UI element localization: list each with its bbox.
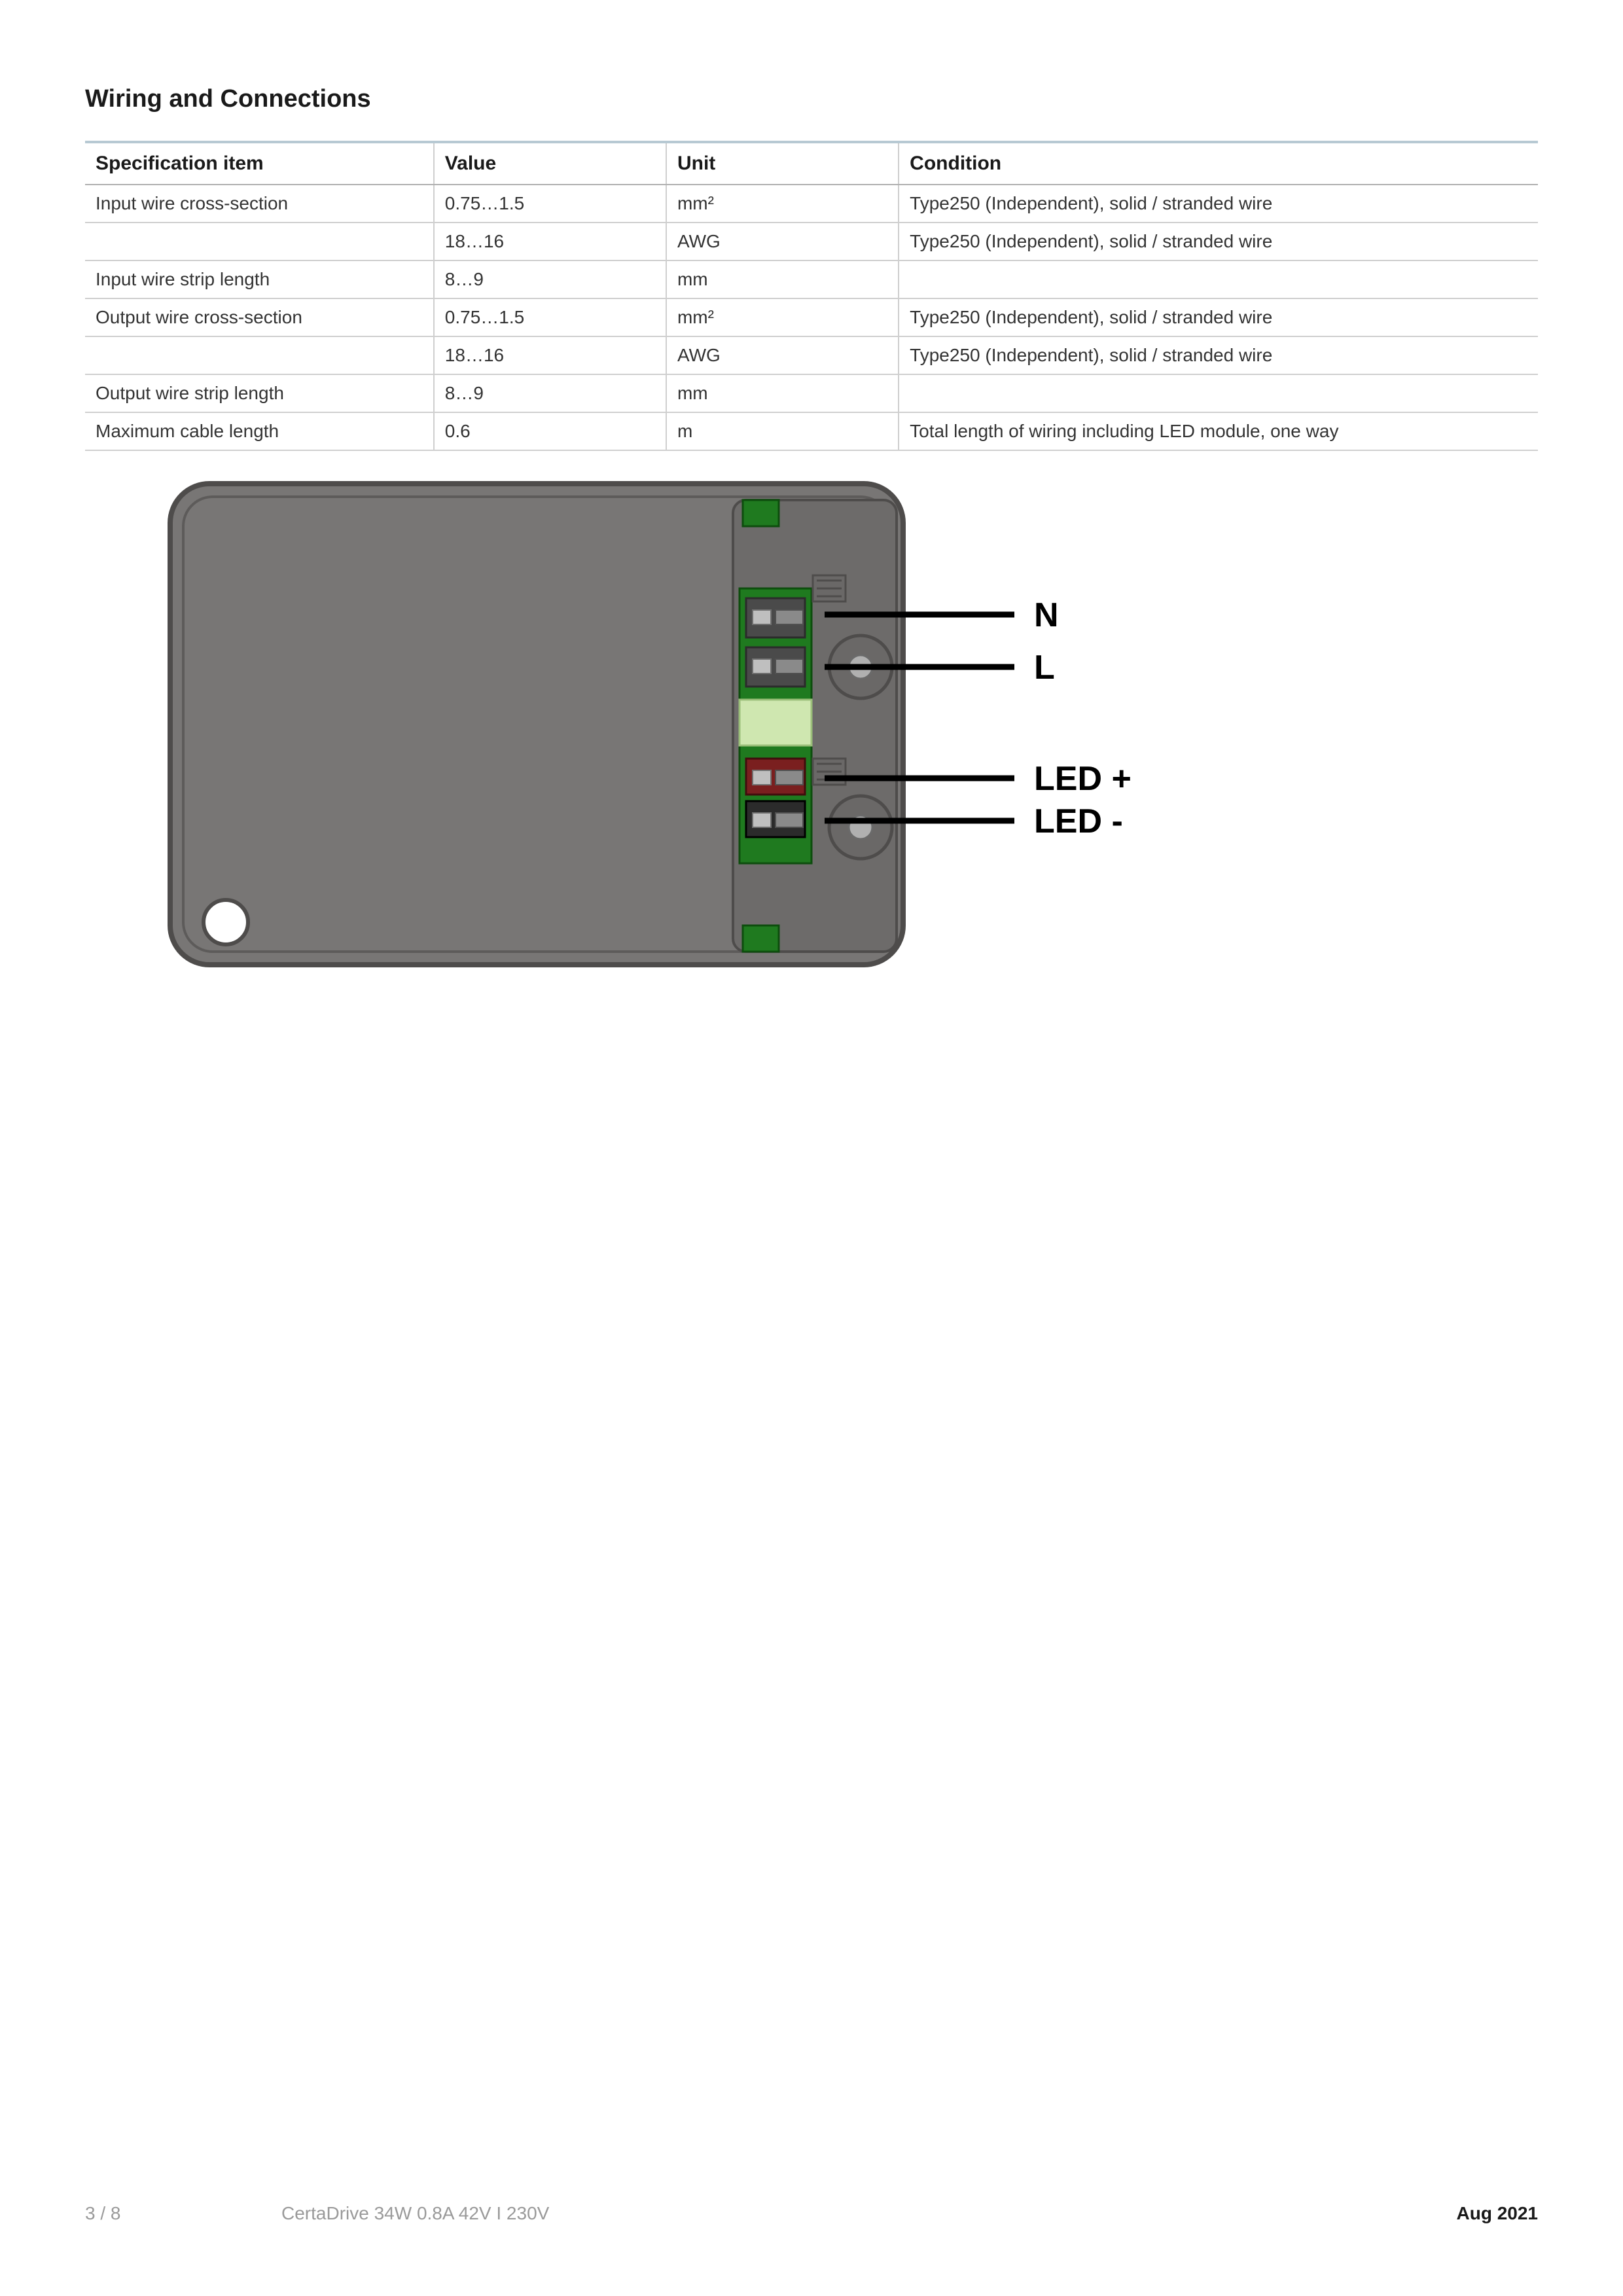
col-header: Unit xyxy=(666,142,899,185)
table-cell: Total length of wiring including LED mod… xyxy=(899,412,1538,450)
svg-text:N: N xyxy=(1034,596,1059,634)
table-cell: Type250 (Independent), solid / stranded … xyxy=(899,298,1538,336)
table-cell: Type250 (Independent), solid / stranded … xyxy=(899,223,1538,260)
table-cell: mm² xyxy=(666,298,899,336)
table-cell: Input wire strip length xyxy=(85,260,434,298)
table-cell: 18…16 xyxy=(434,336,666,374)
table-cell: Output wire strip length xyxy=(85,374,434,412)
table-cell: AWG xyxy=(666,336,899,374)
svg-text:LED -: LED - xyxy=(1034,802,1123,840)
table-cell: Maximum cable length xyxy=(85,412,434,450)
table-cell: Input wire cross-section xyxy=(85,185,434,223)
table-cell: 8…9 xyxy=(434,260,666,298)
table-row: Input wire strip length8…9mm xyxy=(85,260,1538,298)
svg-text:LED +: LED + xyxy=(1034,760,1132,798)
spec-table: Specification item Value Unit Condition … xyxy=(85,141,1538,451)
product-name: CertaDrive 34W 0.8A 42V I 230V xyxy=(281,2203,1342,2224)
table-cell: 0.75…1.5 xyxy=(434,298,666,336)
table-cell: 8…9 xyxy=(434,374,666,412)
col-header: Value xyxy=(434,142,666,185)
table-cell: mm xyxy=(666,374,899,412)
page-footer: 3 / 8 CertaDrive 34W 0.8A 42V I 230V Aug… xyxy=(0,2203,1623,2224)
svg-text:L: L xyxy=(1034,649,1055,687)
wiring-diagram: NL LED + LED - xyxy=(164,477,1538,984)
table-row: Input wire cross-section0.75…1.5mm²Type2… xyxy=(85,185,1538,223)
table-cell xyxy=(85,336,434,374)
table-cell: mm xyxy=(666,260,899,298)
table-cell: Output wire cross-section xyxy=(85,298,434,336)
table-cell: AWG xyxy=(666,223,899,260)
table-row: Maximum cable length0.6mTotal length of … xyxy=(85,412,1538,450)
table-cell: mm² xyxy=(666,185,899,223)
table-cell: 0.75…1.5 xyxy=(434,185,666,223)
page-number: 3 / 8 xyxy=(85,2203,281,2224)
table-cell: 0.6 xyxy=(434,412,666,450)
table-header-row: Specification item Value Unit Condition xyxy=(85,142,1538,185)
table-cell: 18…16 xyxy=(434,223,666,260)
col-header: Specification item xyxy=(85,142,434,185)
table-cell xyxy=(899,260,1538,298)
table-row: Output wire strip length8…9mm xyxy=(85,374,1538,412)
table-cell xyxy=(899,374,1538,412)
table-row: 18…16AWGType250 (Independent), solid / s… xyxy=(85,336,1538,374)
table-row: 18…16AWGType250 (Independent), solid / s… xyxy=(85,223,1538,260)
col-header: Condition xyxy=(899,142,1538,185)
footer-date: Aug 2021 xyxy=(1342,2203,1538,2224)
table-cell: Type250 (Independent), solid / stranded … xyxy=(899,336,1538,374)
table-cell: Type250 (Independent), solid / stranded … xyxy=(899,185,1538,223)
table-cell xyxy=(85,223,434,260)
table-row: Output wire cross-section0.75…1.5mm²Type… xyxy=(85,298,1538,336)
table-cell: m xyxy=(666,412,899,450)
section-title: Wiring and Connections xyxy=(85,85,1538,113)
